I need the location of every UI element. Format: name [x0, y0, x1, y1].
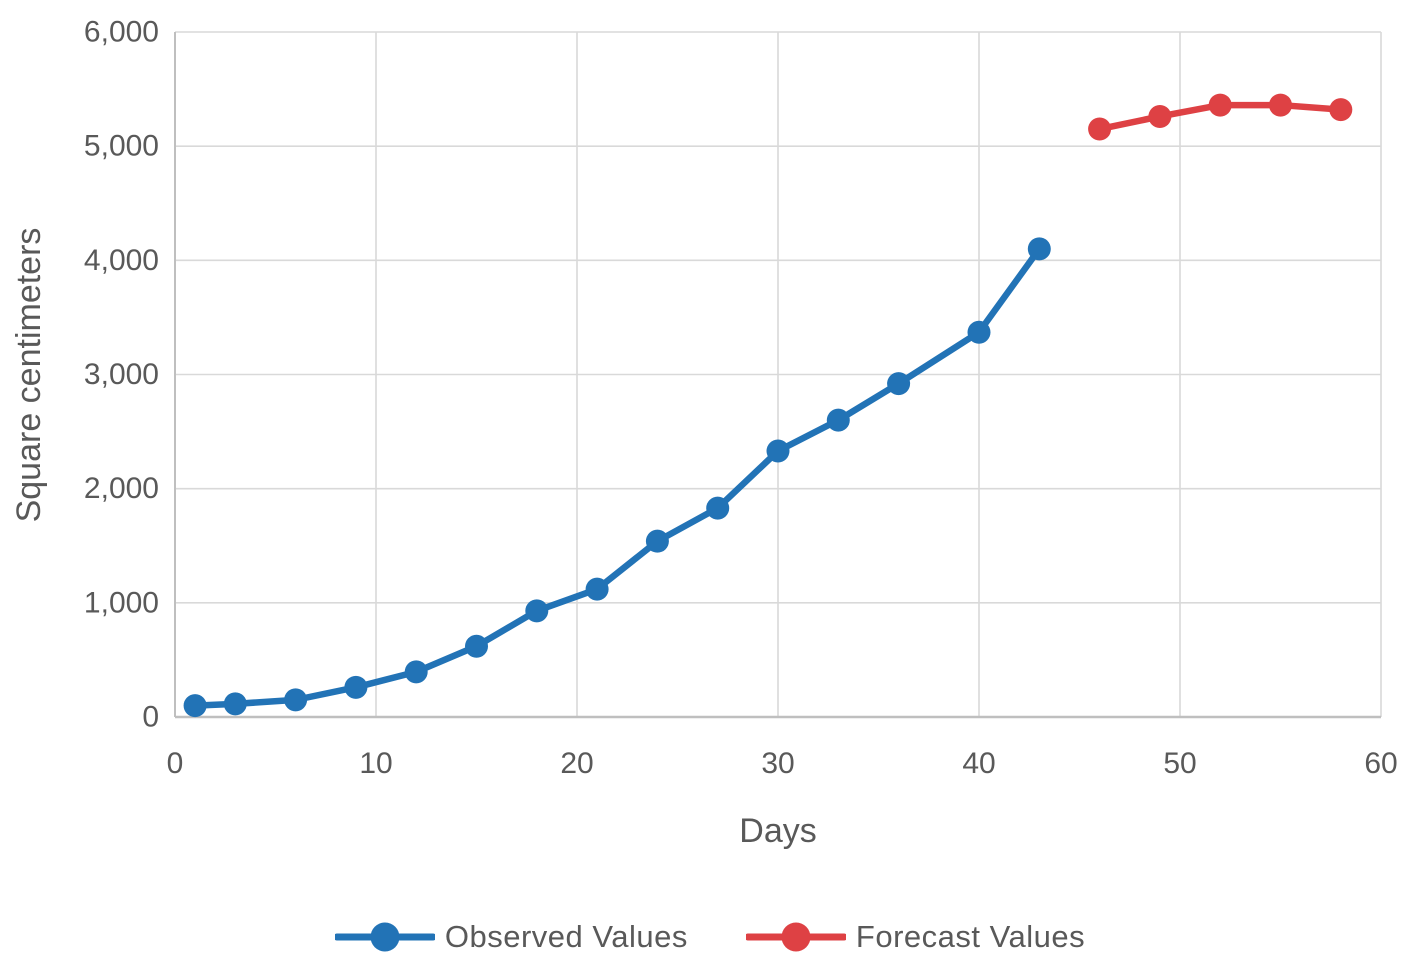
legend-marker-observed-values-icon	[334, 922, 435, 952]
point-observed-values-day-3	[223, 692, 247, 716]
y-tick-label-4000: 4,000	[84, 244, 159, 277]
x-tick-label-0: 0	[167, 747, 184, 780]
x-tick-label-30: 30	[761, 747, 794, 780]
point-observed-values-day-43	[1027, 237, 1051, 261]
point-observed-values-day-27	[706, 496, 730, 520]
legend-label-forecast-values: Forecast Values	[855, 919, 1086, 954]
point-observed-values-day-30	[766, 439, 790, 463]
legend-label-observed-values: Observed Values	[444, 919, 688, 954]
y-tick-label-1000: 1,000	[84, 586, 159, 619]
legend-marker-forecast-values-icon	[745, 922, 846, 952]
point-forecast-values-day-52	[1208, 93, 1232, 117]
x-axis-title: Days	[739, 812, 816, 850]
chart-legend: Observed Values Forecast Values	[0, 898, 1420, 976]
x-tick-label-50: 50	[1163, 747, 1196, 780]
point-forecast-values-day-55	[1269, 93, 1292, 117]
y-axis-title: Square centimeters	[10, 228, 48, 523]
point-observed-values-day-12	[404, 660, 428, 684]
point-observed-values-day-18	[525, 599, 549, 623]
line-chart: 0 1,000 2,000 3,000 4,000 5,000 6,000 0 10 20 30 40…	[10, 16, 1398, 851]
legend-dot-observed-values	[370, 922, 400, 952]
tick-labels: 0 1,000 2,000 3,000 4,000 5,000 6,000 0 10 20 30 40…	[84, 16, 1398, 781]
point-observed-values-day-9	[344, 675, 368, 699]
series-forecast-values	[1088, 93, 1353, 141]
y-tick-label-3000: 3,000	[84, 358, 159, 391]
point-forecast-values-day-49	[1148, 104, 1172, 128]
axes	[174, 32, 1381, 719]
series-layer	[183, 93, 1353, 718]
series-observed-values	[183, 237, 1051, 718]
y-tick-label-0: 0	[142, 701, 159, 734]
gridlines	[175, 31, 1382, 718]
point-observed-values-day-33	[826, 408, 850, 432]
y-tick-label-6000: 6,000	[84, 16, 159, 49]
point-observed-values-day-6	[284, 688, 308, 712]
legend-item-observed-values: Observed Values	[334, 917, 688, 957]
x-tick-label-20: 20	[560, 747, 593, 780]
legend-item-forecast-values: Forecast Values	[745, 917, 1086, 957]
point-observed-values-day-36	[887, 372, 911, 396]
point-forecast-values-day-46	[1088, 117, 1112, 141]
point-observed-values-day-21	[585, 577, 609, 601]
legend-dot-forecast-values	[781, 922, 811, 952]
point-forecast-values-day-58	[1329, 98, 1353, 122]
x-tick-label-10: 10	[359, 747, 392, 780]
line-observed-values	[191, 245, 1043, 709]
x-tick-label-60: 60	[1364, 747, 1397, 780]
y-tick-label-5000: 5,000	[84, 130, 159, 163]
point-observed-values-day-15	[465, 634, 488, 658]
point-observed-values-day-40	[967, 320, 991, 344]
point-observed-values-day-1	[183, 694, 207, 718]
x-tick-label-40: 40	[962, 747, 995, 780]
y-tick-label-2000: 2,000	[84, 472, 159, 505]
point-observed-values-day-24	[645, 529, 669, 553]
